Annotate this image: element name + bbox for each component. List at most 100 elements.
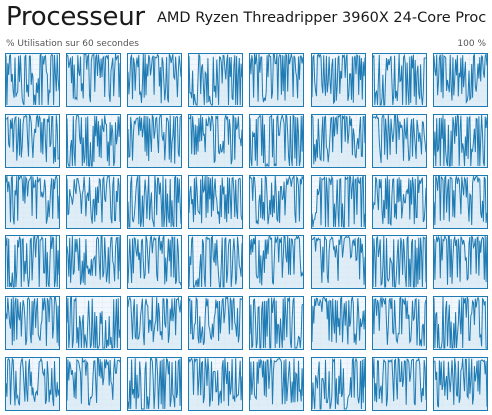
cpu-core-graph [5, 235, 60, 290]
cpu-core-chart [372, 358, 426, 410]
cpu-core-chart [433, 175, 487, 228]
cpu-core-chart [433, 236, 487, 289]
cpu-core-chart [372, 236, 426, 289]
utilization-line [433, 175, 487, 225]
utilization-line [433, 114, 487, 167]
utilization-line [250, 236, 304, 286]
cpu-core-graph [127, 174, 183, 229]
cpu-core-graph [249, 53, 305, 107]
cpu-core-graph [310, 113, 366, 168]
cpu-core-chart [311, 114, 365, 167]
cpu-core-chart [67, 236, 121, 289]
utilization-line [128, 175, 182, 228]
cpu-core-graph [432, 174, 488, 229]
cpu-core-chart [128, 114, 182, 167]
utilization-line [311, 54, 365, 105]
utilization-line [250, 297, 304, 349]
cpu-core-chart [433, 297, 487, 350]
utilization-line [6, 297, 59, 347]
cpu-core-chart [6, 54, 59, 106]
utilization-line [433, 236, 487, 286]
utilization-line [189, 114, 243, 165]
utilization-line [372, 114, 426, 163]
cpu-core-chart [250, 236, 304, 289]
utilization-line [128, 358, 182, 410]
utilization-line [250, 54, 304, 103]
cpu-core-chart [189, 114, 243, 167]
cpu-core-graph [432, 53, 488, 107]
utilization-max-label: 100 % [457, 39, 486, 49]
cpu-core-chart [250, 114, 304, 167]
cpu-core-graph [5, 53, 60, 107]
utilization-line [372, 175, 426, 226]
cpu-core-graph [310, 357, 366, 411]
cpu-core-chart [6, 175, 59, 228]
utilization-line [67, 236, 121, 286]
graph-caption-row: % Utilisation sur 60 secondes 100 % [0, 38, 492, 50]
cpu-core-graph [188, 357, 244, 411]
cpu-core-graph [188, 113, 244, 168]
utilization-area [433, 175, 487, 228]
header: Processeur AMD Ryzen Threadripper 3960X … [0, 0, 492, 38]
utilization-line [250, 175, 304, 224]
cpu-core-chart [128, 54, 182, 106]
cpu-core-chart [6, 114, 59, 167]
utilization-line [311, 175, 365, 228]
utilization-line [6, 236, 59, 288]
cpu-core-chart [67, 54, 121, 106]
cpu-core-graph [5, 357, 60, 411]
utilization-line [6, 54, 59, 106]
utilization-line [128, 297, 182, 346]
utilization-line [6, 358, 59, 407]
utilization-line [433, 297, 487, 349]
cpu-core-chart [6, 358, 59, 410]
utilization-line [128, 114, 182, 164]
cpu-core-graph [66, 296, 122, 351]
utilization-line [128, 236, 182, 286]
utilization-line [433, 54, 487, 105]
cpu-core-graph [66, 53, 122, 107]
cpu-core-chart [433, 54, 487, 106]
cpu-core-chart [250, 175, 304, 228]
cpu-core-chart [311, 358, 365, 410]
cpu-core-chart [6, 236, 59, 289]
cpu-core-chart [311, 236, 365, 289]
cpu-core-chart [311, 54, 365, 106]
cpu-core-graph [432, 235, 488, 290]
utilization-line [67, 175, 121, 224]
cpu-core-chart [189, 54, 243, 106]
cpu-core-chart [250, 297, 304, 350]
cpu-core-chart [372, 175, 426, 228]
cpu-core-graph [5, 113, 60, 168]
utilization-area [433, 114, 487, 167]
utilization-line [67, 54, 121, 103]
utilization-line [189, 358, 243, 407]
cpu-core-graph [188, 174, 244, 229]
utilization-area [189, 297, 243, 350]
cpu-core-chart [128, 358, 182, 410]
utilization-line [311, 114, 365, 165]
cpu-core-chart [189, 358, 243, 410]
utilization-line [433, 358, 487, 408]
cpu-core-graph [371, 235, 427, 290]
cpu-core-graph [371, 357, 427, 411]
cpu-core-chart [128, 297, 182, 350]
utilization-line [372, 54, 426, 106]
cpu-core-graph [371, 113, 427, 168]
utilization-line [67, 114, 121, 167]
cpu-core-chart [189, 297, 243, 350]
utilization-line [67, 297, 121, 349]
utilization-area [311, 115, 365, 167]
cpu-core-graph [249, 357, 305, 411]
cpu-core-graph [249, 113, 305, 168]
cpu-core-chart [433, 358, 487, 410]
cpu-core-graph [66, 113, 122, 168]
logical-processor-grid[interactable] [5, 53, 488, 411]
utilization-line [250, 114, 304, 167]
utilization-area [128, 236, 182, 289]
cpu-core-graph [188, 235, 244, 290]
utilization-line [128, 54, 182, 104]
utilization-area [67, 358, 121, 410]
cpu-core-graph [249, 235, 305, 290]
cpu-core-chart [189, 236, 243, 289]
